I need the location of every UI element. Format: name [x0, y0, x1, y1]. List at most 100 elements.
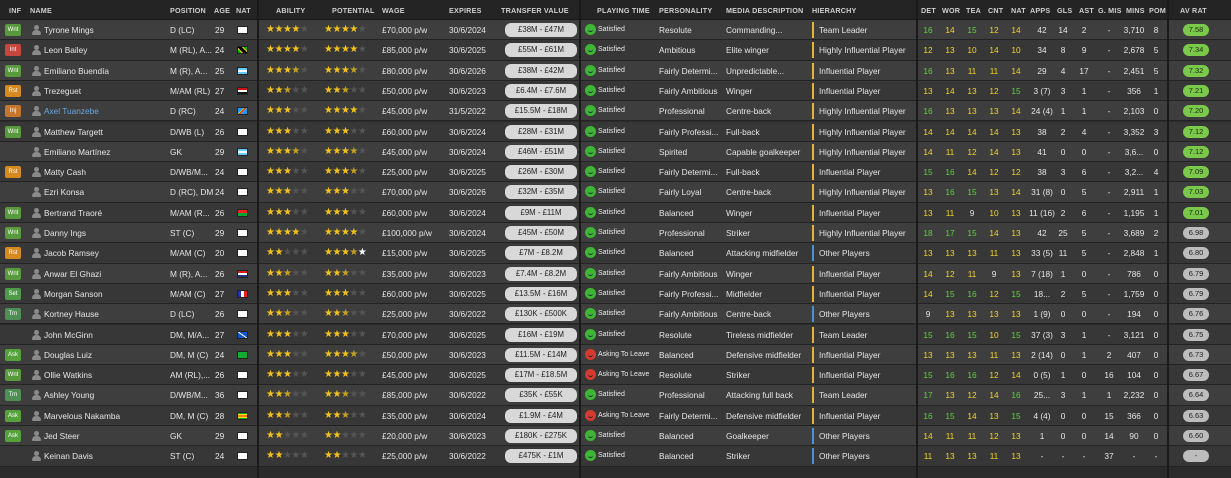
nationality-flag-icon[interactable] [237, 371, 248, 380]
col-cnt[interactable]: CNT [988, 6, 1004, 15]
player-name[interactable]: Axel Tuanzebe [44, 106, 99, 117]
col-ability[interactable]: ABILITY [276, 6, 306, 15]
table-row[interactable]: Ask Douglas Luiz DM, M (C) 24 ★★★★★ ★★★★★ £50,… [0, 344, 1231, 366]
player-name[interactable]: Emiliano Martínez [44, 146, 111, 157]
table-row[interactable]: Wnt Danny Ings ST (C) 29 ★★★★★ ★★★★★ £100,000 … [0, 223, 1231, 244]
player-name[interactable]: Anwar El Ghazi [44, 268, 102, 279]
table-row[interactable]: Rst Trezeguet M/AM (RL) 27 ★★★★★ ★★★★★ £50,000… [0, 80, 1231, 102]
col-transfer-value[interactable]: TRANSFER VALUE [501, 6, 569, 15]
status-badge[interactable]: Wnt [5, 125, 21, 138]
col-wor[interactable]: WOR [942, 6, 961, 15]
col-hierarchy[interactable]: HIERARCHY [812, 6, 857, 15]
player-name[interactable]: Emiliano Buendía [44, 65, 110, 76]
player-name[interactable]: John McGinn [44, 329, 93, 340]
table-row[interactable]: Wnt Tyrone Mings D (LC) 29 ★★★★★ ★★★★★ £70,000… [0, 20, 1231, 41]
status-badge[interactable]: Wnt [5, 64, 21, 77]
table-row[interactable]: Ask Jed Steer GK 29 ★★★★★ ★★★★★ £20,000 p/w 30/… [0, 426, 1231, 447]
col-nat[interactable]: NAT [236, 6, 251, 15]
col-apps[interactable]: APPS [1030, 6, 1051, 15]
table-row[interactable]: Emiliano Martínez GK 29 ★★★★★ ★★★★★ £45,000 p… [0, 141, 1231, 163]
col-ast[interactable]: AST [1079, 6, 1094, 15]
status-badge[interactable]: Wnt [5, 227, 21, 239]
player-name[interactable]: Matty Cash [44, 167, 86, 178]
status-badge[interactable]: Wnt [5, 369, 21, 382]
col-wage[interactable]: WAGE [382, 6, 405, 15]
status-badge[interactable]: Rst [5, 84, 21, 97]
table-row[interactable]: Wnt Matthew Targett D/WB (L) 26 ★★★★★ ★★★★★ £6… [0, 121, 1231, 142]
table-row[interactable]: Keinan Davis ST (C) 24 ★★★★★ ★★★★★ £25,000 p/… [0, 446, 1231, 467]
nationality-flag-icon[interactable] [237, 249, 248, 258]
player-name[interactable]: Keinan Davis [44, 451, 93, 462]
nationality-flag-icon[interactable] [237, 127, 248, 136]
nationality-flag-icon[interactable] [237, 452, 248, 461]
col-av-rat[interactable]: AV RAT [1180, 6, 1207, 15]
status-badge[interactable]: Ask [5, 409, 21, 422]
player-name[interactable]: Ezri Konsa [44, 187, 85, 198]
player-name[interactable]: Jacob Ramsey [44, 248, 99, 259]
nationality-flag-icon[interactable] [237, 391, 248, 400]
player-name[interactable]: Tyrone Mings [44, 25, 94, 35]
nationality-flag-icon[interactable] [237, 188, 248, 197]
nationality-flag-icon[interactable] [237, 411, 248, 420]
status-badge[interactable]: Rst [5, 166, 21, 179]
status-badge[interactable]: Trn [5, 389, 21, 402]
nationality-flag-icon[interactable] [237, 432, 248, 440]
table-row[interactable]: Inj Axel Tuanzebe D (RC) 24 ★★★★★ ★★★★★ £45,00… [0, 101, 1231, 122]
nationality-flag-icon[interactable] [237, 269, 248, 278]
col-position[interactable]: POSITION [170, 6, 206, 15]
player-name[interactable]: Trezeguet [44, 85, 82, 96]
nationality-flag-icon[interactable] [237, 46, 248, 55]
status-badge[interactable]: Inj [5, 105, 21, 118]
status-badge[interactable]: Ask [5, 348, 21, 361]
col-personality[interactable]: PERSONALITY [659, 6, 713, 15]
player-name[interactable]: Leon Bailey [44, 45, 88, 56]
col-pom[interactable]: POM [1149, 6, 1166, 15]
nationality-flag-icon[interactable] [237, 289, 248, 298]
player-name[interactable]: Jed Steer [44, 431, 80, 441]
nationality-flag-icon[interactable] [237, 168, 248, 177]
col-mins[interactable]: MINS [1126, 6, 1145, 15]
status-badge[interactable]: Rst [5, 247, 21, 260]
table-row[interactable]: Ezri Konsa D (RC), DM 24 ★★★★★ ★★★★★ £70,000 … [0, 182, 1231, 203]
player-name[interactable]: Bertrand Traoré [44, 207, 103, 218]
col-age[interactable]: AGE [214, 6, 231, 15]
nationality-flag-icon[interactable] [237, 66, 248, 75]
nationality-flag-icon[interactable] [237, 350, 248, 359]
col-gmis[interactable]: G. MIS [1098, 6, 1122, 15]
table-row[interactable]: Trn Kortney Hause D (LC) 26 ★★★★★ ★★★★★ £25,00… [0, 304, 1231, 325]
nationality-flag-icon[interactable] [237, 330, 248, 339]
col-gls[interactable]: GLS [1057, 6, 1073, 15]
table-row[interactable]: John McGinn DM, M/A... 27 ★★★★★ ★★★★★ £70,000… [0, 324, 1231, 345]
table-row[interactable]: Ask Marvelous Nakamba DM, M (C) 28 ★★★★★ ★★★★… [0, 405, 1231, 426]
col-nat-attr[interactable]: NAT [1011, 6, 1026, 15]
col-potential[interactable]: POTENTIAL [332, 6, 375, 15]
table-row[interactable]: Wnt Ollie Watkins AM (RL),... 26 ★★★★★ ★★★★★ £… [0, 365, 1231, 386]
nationality-flag-icon[interactable] [237, 229, 248, 237]
player-name[interactable]: Ashley Young [44, 390, 95, 401]
col-expires[interactable]: EXPIRES [449, 6, 482, 15]
nationality-flag-icon[interactable] [237, 147, 248, 156]
player-name[interactable]: Morgan Sanson [44, 288, 103, 299]
table-row[interactable]: Wnt Anwar El Ghazi M (R), A... 26 ★★★★★ ★★★★★… [0, 263, 1231, 284]
table-row[interactable]: Wnt Bertrand Traoré M/AM (R... 26 ★★★★★ ★★★★★… [0, 202, 1231, 223]
nationality-flag-icon[interactable] [237, 208, 248, 217]
status-badge[interactable]: Wnt [5, 206, 21, 219]
table-row[interactable]: Rst Jacob Ramsey M/AM (C) 20 ★★★★★ ★★★★★ £15,0… [0, 243, 1231, 264]
status-badge[interactable]: Set [5, 287, 21, 300]
player-name[interactable]: Matthew Targett [44, 126, 103, 137]
player-name[interactable]: Marvelous Nakamba [44, 410, 121, 421]
col-inf[interactable]: INF [9, 6, 22, 15]
col-media[interactable]: MEDIA DESCRIPTION [726, 6, 804, 15]
player-name[interactable]: Ollie Watkins [44, 370, 93, 381]
table-row[interactable]: Int Leon Bailey M (RL), A... 24 ★★★★★ ★★★★★ £8… [0, 40, 1231, 61]
status-badge[interactable]: Wnt [5, 24, 21, 36]
col-det[interactable]: DET [921, 6, 936, 15]
nationality-flag-icon[interactable] [237, 310, 248, 319]
player-name[interactable]: Douglas Luiz [44, 349, 92, 360]
table-row[interactable]: Trn Ashley Young D/WB/M... 36 ★★★★★ ★★★★★ £85,… [0, 385, 1231, 406]
col-playing-time[interactable]: PLAYING TIME [597, 6, 650, 15]
player-name[interactable]: Danny Ings [44, 228, 86, 238]
status-badge[interactable]: Int [5, 44, 21, 57]
nationality-flag-icon[interactable] [237, 26, 248, 34]
col-name[interactable]: NAME [30, 6, 52, 15]
